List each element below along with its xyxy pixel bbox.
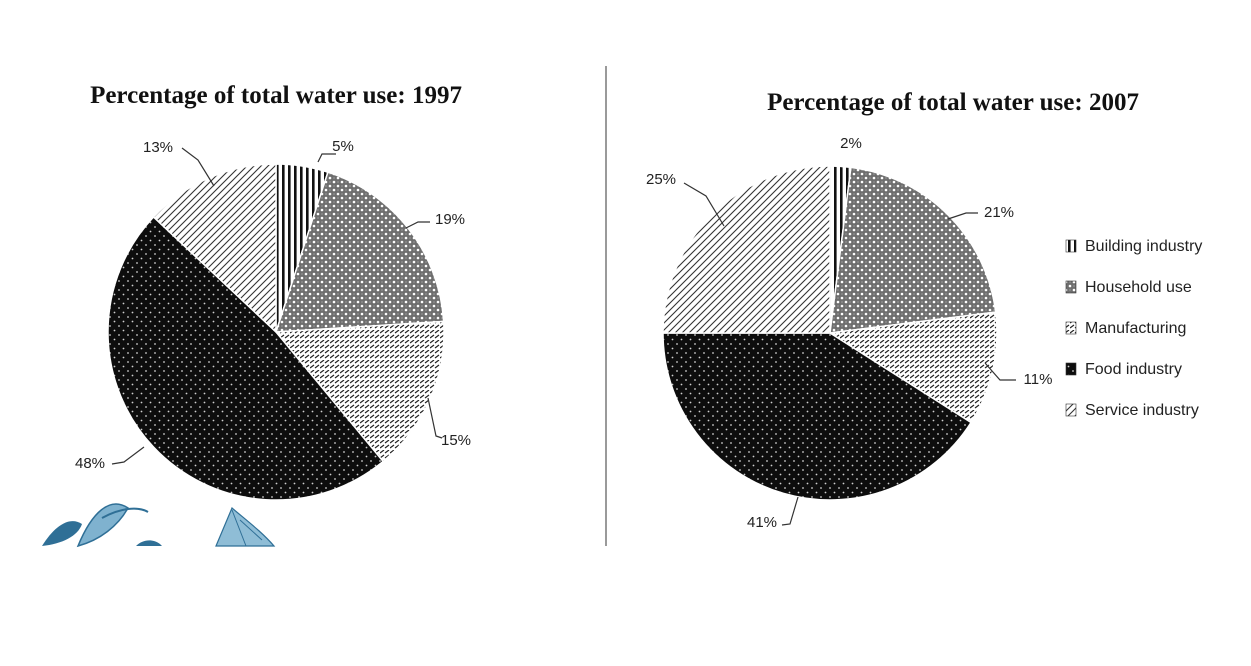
legend-label-food: Food industry [1085,361,1182,378]
leader-line-1997-building [317,153,336,163]
pie-slice-1997-household [274,171,445,333]
legend-swatch-food [1065,362,1077,376]
legend-swatch-manufacturing [1065,321,1077,335]
chart-title-1997: Percentage of total water use: 1997 [90,82,462,109]
pie-slice-2007-manufacturing [827,311,998,424]
data-label-2007-household: 21% [984,204,1014,221]
leader-line-2007-food [781,496,799,526]
data-label-1997-manufacturing: 15% [441,432,471,449]
chart-title-2007: Percentage of total water use: 2007 [767,89,1139,116]
legend-label-household: Household use [1085,279,1192,296]
pie-chart-1997: Percentage of total water use: 1997 5% 19… [75,82,471,501]
legend-label-manufacturing: Manufacturing [1085,320,1186,337]
legend-label-building: Building industry [1085,238,1202,255]
data-label-2007-manufacturing: 11% [1024,371,1053,388]
legend-swatch-building [1065,239,1077,253]
pie-slice-2007-household [829,166,997,334]
leader-line-1997-household [405,221,430,229]
leader-line-2007-manufacturing [984,362,1016,381]
legend: Building industry Household use Manufactur… [1065,238,1202,419]
leader-line-2007-household [947,212,978,220]
data-label-1997-building: 5% [332,138,354,155]
leader-line-1997-food [111,446,145,465]
pie-slice-2007-food [662,332,973,501]
data-label-2007-building: 2% [840,135,862,152]
leaf-decoration [42,503,276,548]
legend-label-service: Service industry [1085,402,1199,419]
pie-slice-1997-food [107,215,385,501]
leader-line-1997-service [181,147,215,187]
leader-line-1997-manufacturing [427,397,443,439]
data-label-1997-service: 13% [143,139,173,156]
data-label-1997-household: 19% [435,211,465,228]
data-label-2007-service: 25% [646,171,676,188]
data-label-1997-food: 48% [75,455,105,472]
legend-swatch-service [1065,403,1077,417]
leader-line-2007-service [683,182,725,227]
data-label-2007-food: 41% [747,514,777,531]
legend-swatch-household [1065,280,1077,294]
pie-slice-2007-service [662,165,831,334]
pie-slice-1997-manufacturing [274,320,445,463]
pie-chart-2007: Percentage of total water use: 2007 2% 21… [646,89,1139,531]
